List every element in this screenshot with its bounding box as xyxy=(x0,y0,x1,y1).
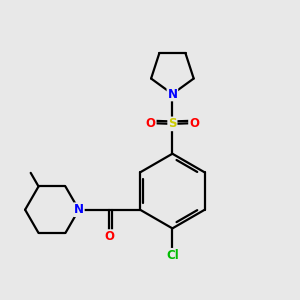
Text: N: N xyxy=(74,203,84,216)
Text: Cl: Cl xyxy=(166,249,179,262)
Text: O: O xyxy=(189,117,199,130)
Text: S: S xyxy=(168,117,177,130)
Text: O: O xyxy=(104,230,115,243)
Text: O: O xyxy=(146,117,156,130)
Text: N: N xyxy=(167,88,177,100)
